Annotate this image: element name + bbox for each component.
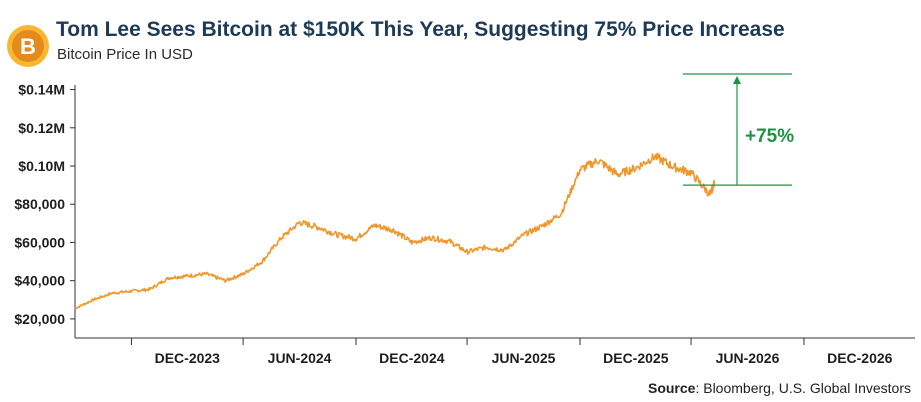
chart-title: Tom Lee Sees Bitcoin at $150K This Year,… [56,18,785,41]
x-tick-label: DEC-2024 [379,350,445,366]
price-series-line [74,152,716,310]
source-text: : Bloomberg, U.S. Global Investors [695,380,911,396]
y-tick-label: $80,000 [14,196,65,212]
x-tick-label: DEC-2025 [603,350,669,366]
y-tick-label: $60,000 [14,234,65,250]
y-tick-label: $0.10M [18,158,65,174]
increase-arrow-head-icon [733,76,741,84]
bitcoin-logo-glyph: B [20,34,36,59]
chart-header: B Tom Lee Sees Bitcoin at $150K This Yea… [0,0,921,70]
source-note: Source: Bloomberg, U.S. Global Investors [648,380,911,396]
x-tick-label: DEC-2023 [155,350,221,366]
y-tick-label: $20,000 [14,311,65,327]
source-label: Source [647,380,696,396]
bitcoin-logo-icon: B [7,25,49,67]
y-tick-label: $0.12M [18,120,65,136]
x-tick-label: JUN-2024 [268,350,332,366]
x-tick-label: DEC-2026 [827,350,893,366]
x-tick-label: JUN-2026 [716,350,780,366]
y-tick-label: $0.14M [18,82,65,98]
x-tick-label: JUN-2025 [492,350,556,366]
y-tick-label: $40,000 [14,273,65,289]
chart-subtitle: Bitcoin Price In USD [57,46,193,63]
increase-label: +75% [745,126,794,147]
